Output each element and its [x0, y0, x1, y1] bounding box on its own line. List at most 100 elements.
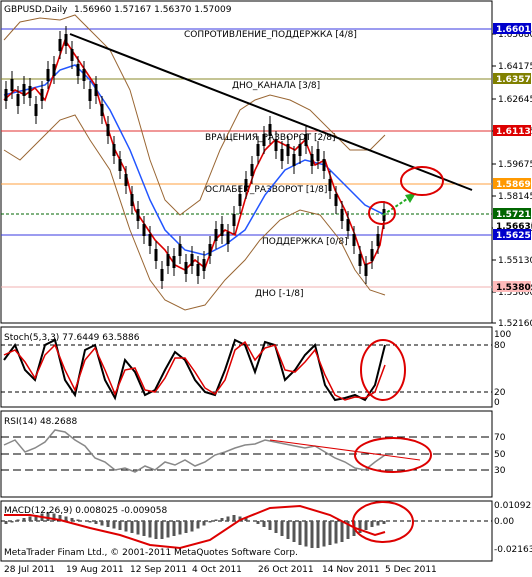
- macd-bar: [76, 519, 80, 521]
- price-badge-label: 1.61133: [496, 127, 532, 137]
- date-label: 5 Dec 2011: [385, 565, 437, 575]
- price-tick-label: 1.65680: [498, 30, 532, 40]
- candle-body: [184, 262, 188, 274]
- candle-body: [22, 84, 26, 96]
- macd-bar: [292, 521, 296, 542]
- macd-signal-line: [4, 504, 386, 550]
- price-badge-label: 1.66015: [496, 25, 532, 35]
- candle-body: [154, 249, 158, 261]
- level-label-0-8: ПОДДЕРЖКА [0/8]: [262, 237, 348, 247]
- level-label-1-8: ОСЛАБЕЙ_РАЗВОРОТ [1/8]: [205, 183, 327, 195]
- macd-bar: [286, 521, 290, 539]
- candle-body: [244, 179, 248, 191]
- candle-body: [304, 134, 308, 146]
- candle-body: [256, 144, 260, 156]
- date-axis: 28 Jul 2011 19 Aug 2011 12 Sep 2011 4 Oct 2…: [4, 565, 437, 575]
- price-badge: [493, 281, 531, 292]
- candle-body: [40, 89, 44, 101]
- candles-group: [4, 26, 386, 289]
- macd-bar: [52, 513, 56, 521]
- macd-bar: [4, 521, 8, 524]
- candle-body: [76, 64, 80, 76]
- macd-bar: [166, 521, 170, 538]
- copyright-footer: MetaTrader Finam Ltd., © 2001-2011 MetaQ…: [4, 548, 298, 558]
- candle-body: [124, 174, 128, 186]
- level-label-3-8: ДНО_КАНАЛА [3/8]: [232, 81, 320, 91]
- stoch-main-line: [3, 338, 386, 402]
- candle-body: [34, 104, 38, 116]
- macd-bar: [376, 521, 380, 526]
- macd-bar: [310, 521, 314, 548]
- macd-bar: [106, 521, 110, 527]
- rsi-trend-line: [269, 439, 421, 461]
- candle-body: [202, 259, 206, 271]
- price-badge-label: 1.63574: [496, 75, 532, 85]
- macd-bar: [322, 521, 326, 547]
- stoch-tick-label: 0: [494, 398, 500, 408]
- candle-body: [106, 124, 110, 136]
- macd-bar: [274, 521, 278, 533]
- rsi-highlight-circle: [354, 437, 432, 473]
- macd-label: MACD(12,26,9) 0.008025 -0.009058: [4, 506, 167, 516]
- candle-body: [94, 84, 98, 96]
- price-tick-label: 1.59675: [498, 160, 532, 170]
- macd-tick-label: -0.021631: [494, 545, 532, 555]
- forecast-arrow-head: [405, 193, 416, 203]
- macd-bar: [154, 521, 158, 539]
- date-label: 14 Nov 2011: [322, 565, 380, 575]
- candle-body: [286, 144, 290, 156]
- candle-body: [142, 224, 146, 236]
- candle-body: [328, 179, 332, 191]
- candle-body: [190, 254, 194, 266]
- candle-body: [220, 224, 224, 236]
- candle-body: [16, 94, 20, 106]
- macd-bar: [268, 521, 272, 530]
- candle-body: [166, 254, 170, 266]
- macd-bar: [196, 521, 200, 529]
- chart-ohlc: 1.56960 1.57167 1.56370 1.57009: [74, 5, 232, 15]
- macd-histogram: [4, 512, 386, 548]
- macd-bar: [118, 521, 122, 530]
- downtrend-line[interactable]: [69, 33, 473, 191]
- macd-bar: [256, 521, 260, 524]
- candle-body: [28, 86, 32, 98]
- macd-bar: [214, 519, 218, 521]
- candle-body: [136, 209, 140, 221]
- macd-bar: [64, 516, 68, 521]
- macd-bar: [184, 521, 188, 533]
- price-tick-label: 1.52160: [498, 319, 532, 329]
- candle-body: [100, 104, 104, 116]
- macd-bar: [334, 521, 338, 544]
- stoch-label: Stoch(5,3,3) 77.6449 63.5886: [4, 333, 140, 343]
- price-tick-label: 1.64175: [498, 62, 532, 72]
- macd-bar: [382, 521, 386, 524]
- candle-body: [322, 159, 326, 171]
- macd-bar: [364, 521, 368, 530]
- candle-body: [70, 49, 74, 61]
- candle-body: [238, 194, 242, 206]
- rsi-line: [3, 429, 386, 473]
- date-label: 19 Aug 2011: [66, 565, 124, 575]
- candle-body: [58, 39, 62, 51]
- macd-bar: [124, 521, 128, 532]
- date-label: 26 Oct 2011: [258, 565, 314, 575]
- chart-title: GBPUSD,Daily: [4, 5, 68, 15]
- macd-bar: [280, 521, 284, 536]
- macd-bar: [22, 518, 26, 521]
- candle-body: [358, 254, 362, 266]
- candle-body: [316, 149, 320, 161]
- macd-bar: [346, 521, 350, 539]
- macd-bar: [148, 521, 152, 538]
- price-badge-label: 1.56250: [496, 231, 532, 241]
- price-tick-label: 1.53600: [498, 288, 532, 298]
- price-badge-label: 1.56635: [496, 222, 532, 232]
- candle-body: [178, 244, 182, 256]
- candle-body: [352, 234, 356, 246]
- macd-bar: [100, 521, 104, 526]
- rsi-tick-label: 30: [494, 466, 506, 476]
- macd-bar: [370, 521, 374, 527]
